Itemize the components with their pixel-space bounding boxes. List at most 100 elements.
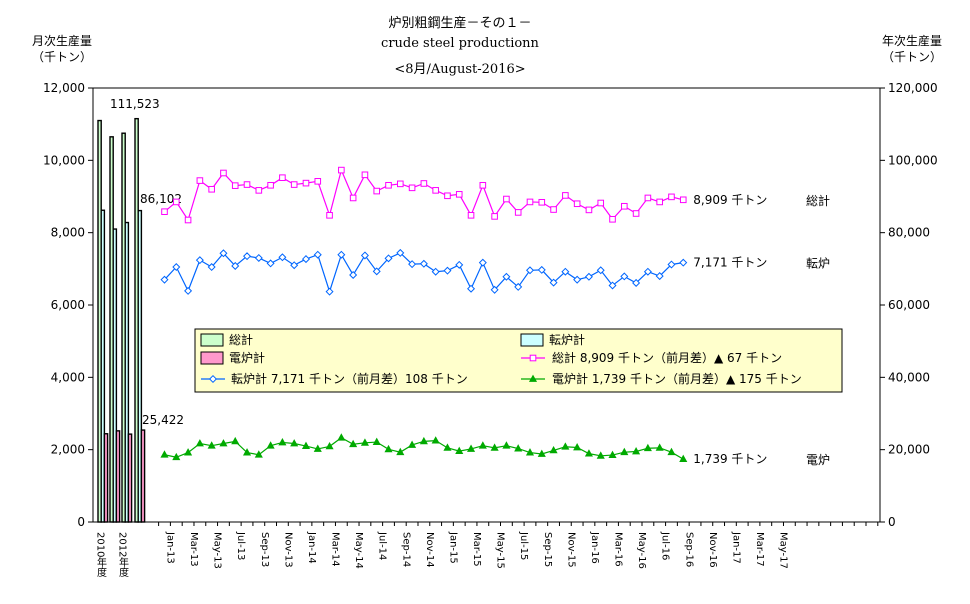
- series-point-2: [301, 441, 311, 449]
- series-point-2: [466, 444, 476, 452]
- series-point-1: [325, 287, 334, 296]
- annual-label-converter: 86,102: [140, 192, 182, 206]
- series-point-0: [562, 192, 569, 199]
- series-point-2: [325, 441, 334, 450]
- series-point-2: [596, 451, 605, 459]
- series-right-label: 総計: [806, 193, 830, 208]
- series-point-2: [195, 439, 204, 447]
- series-point-2: [584, 449, 593, 457]
- series-point-0: [184, 216, 192, 224]
- series-end-label: 8,909 千トン: [693, 193, 767, 207]
- series-point-1: [502, 272, 511, 281]
- series-point-1: [160, 275, 169, 284]
- series-point-1: [620, 272, 629, 281]
- annual-bar-converter: [100, 209, 106, 523]
- series-point-2: [242, 448, 252, 456]
- series-point-0: [668, 193, 675, 201]
- series-point-2: [172, 452, 181, 461]
- series-point-2: [313, 444, 322, 452]
- chart-title: 炉別粗鋼生産－その１－: [388, 16, 532, 31]
- legend-marker-total: [529, 354, 537, 362]
- annual-label-total: 111,523: [110, 97, 160, 111]
- series-point-1: [537, 265, 546, 274]
- series-point-1: [172, 263, 181, 272]
- series-point-0: [373, 187, 381, 195]
- series-point-2: [231, 436, 240, 445]
- series-point-1: [231, 261, 240, 270]
- series-point-2: [620, 447, 629, 456]
- annual-bar-electric: [127, 433, 133, 523]
- x-tick-label: May-15: [495, 532, 506, 569]
- series-point-0: [279, 174, 286, 181]
- series-point-1: [254, 253, 263, 262]
- series-point-1: [360, 251, 369, 260]
- series-point-0: [644, 194, 652, 202]
- x-tick-label: Nov-14: [424, 532, 435, 568]
- series-point-0: [161, 208, 168, 215]
- right-axis-unit: （千トン）: [881, 50, 942, 64]
- right-axis-title: 年次生産量: [881, 34, 942, 48]
- legend-label: 電炉計: [229, 350, 265, 365]
- series-point-0: [503, 195, 510, 203]
- annual-bar-electric: [140, 429, 146, 523]
- x-tick-label: Jan-16: [589, 531, 600, 564]
- series-end-label: 7,171 千トン: [693, 256, 767, 270]
- x-tick-label: Nov-13: [282, 532, 293, 568]
- series-point-0: [597, 199, 605, 207]
- series-point-1: [396, 248, 405, 257]
- series-point-1: [184, 286, 193, 295]
- series-point-0: [349, 194, 357, 202]
- series-point-2: [632, 447, 641, 455]
- series-point-0: [621, 202, 628, 210]
- series-point-1: [549, 278, 558, 287]
- series-point-0: [467, 212, 475, 219]
- right-y-tick-label: 80,000: [888, 226, 930, 240]
- series-point-1: [561, 267, 570, 276]
- left-axis-unit: （千トン）: [31, 50, 92, 64]
- left-axis-title: 月次生産量: [31, 34, 92, 48]
- series-point-1: [455, 260, 464, 269]
- series-point-2: [254, 450, 263, 458]
- series-point-1: [573, 275, 582, 284]
- x-tick-label: Jul-15: [518, 531, 529, 560]
- series-point-2: [219, 439, 228, 447]
- series-point-2: [408, 440, 417, 448]
- left-y-tick-label: 0: [77, 515, 85, 529]
- series-line-1: [164, 252, 684, 294]
- x-tick-label: Mar-16: [613, 532, 624, 567]
- series-point-2: [278, 437, 287, 446]
- x-tick-label: Jan-17: [730, 531, 741, 564]
- x-tick-label: Jan-15: [447, 531, 458, 564]
- series-point-2: [384, 444, 393, 453]
- legend-marker-converter: [208, 374, 218, 384]
- series-point-0: [420, 180, 428, 187]
- series-point-2: [478, 441, 487, 449]
- series-point-1: [195, 256, 204, 265]
- series-point-2: [561, 442, 570, 450]
- series-point-0: [514, 209, 522, 216]
- series-point-1: [313, 250, 322, 259]
- x-tick-label: Mar-13: [188, 532, 199, 567]
- series-point-1: [525, 266, 534, 275]
- series-point-1: [596, 266, 605, 275]
- series-point-2: [207, 441, 216, 449]
- series-point-2: [573, 443, 582, 451]
- left-y-tick-label: 2,000: [51, 443, 85, 457]
- series-right-label: 電炉: [806, 453, 830, 467]
- chart-period: <8月/August-2016>: [394, 62, 526, 77]
- x-tick-label: Jan-14: [306, 531, 317, 564]
- x-tick-label: Sep-14: [400, 532, 411, 567]
- series-point-1: [632, 278, 641, 287]
- left-y-tick-label: 10,000: [43, 153, 85, 167]
- x-tick-label: May-13: [212, 532, 223, 569]
- series-point-1: [643, 267, 652, 276]
- series-point-2: [160, 450, 169, 458]
- left-y-tick-label: 6,000: [51, 298, 85, 312]
- x-tick-label: Jul-13: [235, 531, 246, 560]
- series-point-0: [290, 181, 298, 188]
- legend-swatch-electric: [200, 351, 224, 365]
- series-point-0: [585, 206, 593, 214]
- series-point-2: [455, 446, 464, 455]
- series-point-2: [667, 447, 676, 456]
